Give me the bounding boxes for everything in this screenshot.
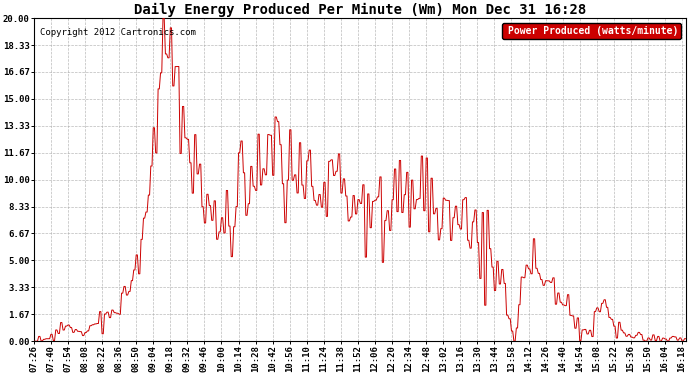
Title: Daily Energy Produced Per Minute (Wm) Mon Dec 31 16:28: Daily Energy Produced Per Minute (Wm) Mo… [134,3,586,17]
Text: Copyright 2012 Cartronics.com: Copyright 2012 Cartronics.com [40,28,196,37]
Legend: Power Produced (watts/minute): Power Produced (watts/minute) [502,23,681,39]
